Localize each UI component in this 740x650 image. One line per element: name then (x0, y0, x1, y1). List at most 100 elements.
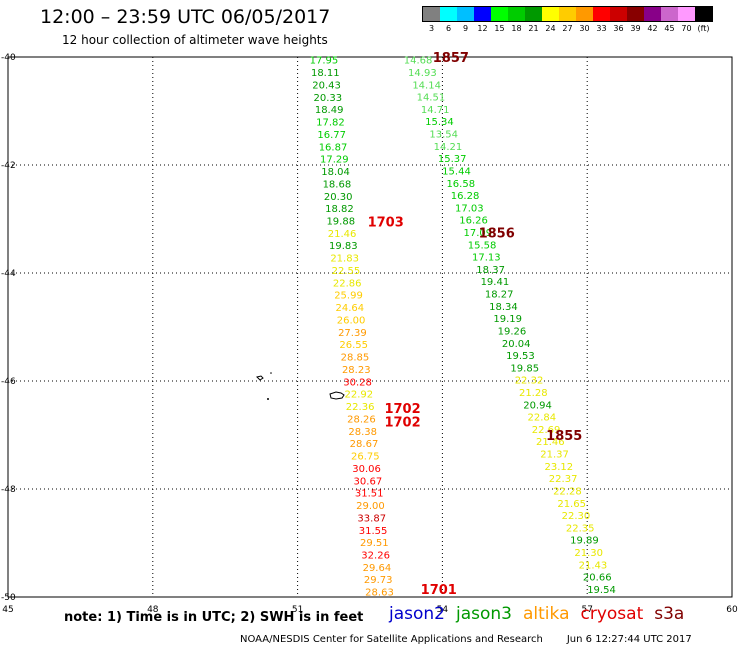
x-tick-label: 60 (726, 605, 738, 615)
swh-value: 14.71 (421, 105, 450, 116)
pass-time-label: 1703 (368, 216, 404, 231)
swh-value: 30.06 (352, 464, 381, 475)
legend-label: 70 (681, 24, 692, 33)
legend-label: 21 (528, 24, 539, 33)
x-tick-label: 48 (147, 605, 159, 615)
swh-value: 22.36 (346, 402, 375, 413)
swh-value: 21.37 (540, 450, 569, 461)
x-tick-label: 57 (581, 605, 592, 615)
swh-value: 14.21 (434, 142, 463, 153)
swh-value: 15.34 (425, 117, 454, 128)
swh-value: 14.93 (408, 68, 437, 79)
swh-value: 21.83 (330, 254, 359, 265)
map-grid (8, 57, 732, 597)
credit-line: NOAA/NESDIS Center for Satellite Applica… (240, 634, 692, 645)
swh-value: 28.67 (350, 439, 379, 450)
y-tick-label: -40 (1, 53, 16, 63)
swh-value: 26.75 (351, 452, 380, 463)
island-outline-small (256, 375, 264, 381)
swh-value: 21.46 (328, 229, 357, 240)
x-tick-label: 45 (2, 605, 13, 615)
swh-value: 22.30 (562, 511, 591, 522)
pass-time-label: 1856 (479, 227, 515, 242)
swh-value: 23.12 (545, 462, 574, 473)
swh-value: 22.32 (515, 376, 544, 387)
satellite-legend-s3a: s3a (654, 604, 685, 624)
legend-label: 9 (462, 24, 469, 33)
legend-swatch (508, 7, 525, 21)
swh-value: 19.83 (329, 241, 358, 252)
satellite-legend: jason2 jason3 altika cryosat s3a (389, 604, 695, 624)
legend-swatch (695, 7, 712, 21)
island-dot (270, 372, 272, 374)
swh-value: 25.99 (334, 291, 363, 302)
swh-value: 14.68 (404, 56, 433, 67)
swh-value: 28.85 (341, 353, 370, 364)
swh-value: 18.11 (311, 68, 340, 79)
swh-value: 14.51 (417, 93, 446, 104)
swh-value: 19.88 (326, 217, 355, 228)
legend-label: 36 (613, 24, 624, 33)
swh-value: 18.34 (489, 302, 518, 313)
pass-time-label: 1702 (384, 416, 420, 431)
legend-label: 33 (596, 24, 607, 33)
swh-value: 19.85 (510, 363, 539, 374)
swh-value: 30.67 (354, 476, 383, 487)
swh-value: 21.65 (557, 499, 586, 510)
swh-value: 31.51 (355, 489, 384, 500)
swh-value: 16.58 (446, 179, 475, 190)
legend-label: 18 (511, 24, 522, 33)
swh-value: 21.28 (519, 388, 548, 399)
swh-value: 18.27 (485, 290, 514, 301)
legend-swatch (593, 7, 610, 21)
map-border (7, 56, 733, 598)
swh-value: 17.29 (320, 155, 349, 166)
swh-value: 15.44 (442, 166, 471, 177)
legend-label: 6 (445, 24, 452, 33)
satellite-legend-cryosat: cryosat (580, 604, 644, 624)
swh-value: 26.00 (337, 315, 366, 326)
satellite-legend-jason2: jason2 (389, 604, 445, 624)
y-tick-label: -48 (1, 485, 16, 495)
swh-value: 16.26 (459, 216, 488, 227)
swh-value: 15.37 (438, 154, 467, 165)
swh-value: 32.26 (361, 550, 390, 561)
swh-value: 16.87 (319, 142, 348, 153)
legend-swatch (661, 7, 678, 21)
swh-value: 17.09 (464, 228, 493, 239)
x-tick-label: 54 (437, 605, 449, 615)
y-tick-label: -50 (1, 593, 16, 603)
x-tick-label: 51 (292, 605, 303, 615)
swh-value: 21.43 (579, 560, 608, 571)
swh-value: 18.37 (476, 265, 505, 276)
swh-value: 16.28 (451, 191, 480, 202)
legend-label: (ft) (697, 24, 710, 33)
swh-value: 16.77 (317, 130, 346, 141)
swh-value: 19.54 (587, 585, 616, 596)
swh-value: 29.73 (364, 575, 393, 586)
legend-label: 30 (579, 24, 590, 33)
swh-value: 17.82 (316, 118, 345, 129)
swh-value: 21.46 (536, 437, 565, 448)
units-note: note: 1) Time is in UTC; 2) SWH is in fe… (64, 610, 364, 625)
swh-value: 28.26 (347, 414, 376, 425)
pass-time-label: 1702 (384, 402, 420, 417)
swh-value: 28.38 (348, 427, 377, 438)
swh-value: 19.26 (498, 326, 527, 337)
legend-color-bar (422, 6, 713, 22)
pass-time-label: 1701 (421, 583, 457, 598)
legend-label: 24 (545, 24, 556, 33)
swh-value: 20.94 (523, 400, 552, 411)
swh-value: 22.28 (553, 486, 582, 497)
swh-color-legend: 3 6 9 12 15 18 21 24 27 30 33 36 39 42 45 70 (ft) (422, 6, 713, 34)
swh-value: 31.55 (359, 526, 388, 537)
swh-value: 28.63 (365, 588, 394, 599)
y-tick-label: -42 (1, 161, 16, 171)
swh-value: 18.49 (315, 105, 344, 116)
generated-timestamp: Jun 6 12:27:44 UTC 2017 (566, 634, 692, 645)
pass-time-label: 1857 (433, 51, 469, 66)
swh-value: 17.13 (472, 253, 501, 264)
page-title: 12:00 – 23:59 UTC 06/05/2017 (40, 6, 331, 28)
swh-value: 22.92 (345, 390, 374, 401)
